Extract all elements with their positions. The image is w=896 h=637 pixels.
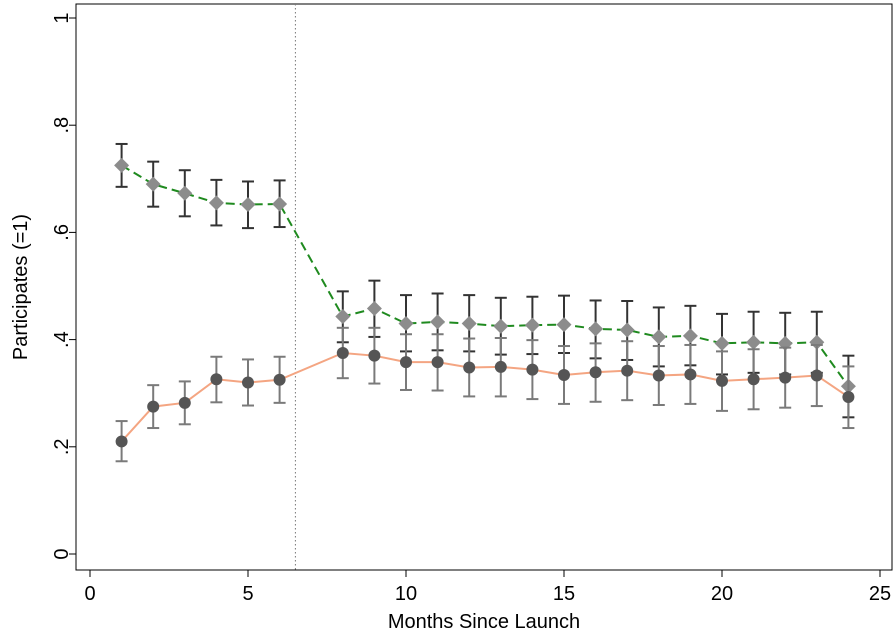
x-tick-label: 15 xyxy=(553,583,575,605)
plot-area-frame xyxy=(75,3,893,571)
series-1-point xyxy=(524,317,540,333)
y-tick-label: .6 xyxy=(51,224,73,241)
series-2-point xyxy=(242,376,254,389)
series-layer xyxy=(114,142,856,463)
series-2-point xyxy=(336,347,349,359)
series-1 xyxy=(114,142,856,419)
series-1-point xyxy=(809,334,825,350)
x-tick-label: 5 xyxy=(242,583,253,605)
y-axis-title: Participates (=1) xyxy=(10,214,32,360)
series-2 xyxy=(115,326,855,463)
series-1-point xyxy=(461,316,477,332)
series-1-point xyxy=(398,316,414,332)
series-2-point xyxy=(210,373,223,386)
series-1-point xyxy=(682,328,698,344)
series-1-point xyxy=(493,318,509,334)
series-2-point xyxy=(494,360,507,373)
series-2-point xyxy=(779,371,792,384)
series-2-point xyxy=(558,368,570,381)
series-1-point xyxy=(335,309,351,325)
series-2-point xyxy=(368,349,381,362)
series-1-point xyxy=(588,321,604,337)
axes-layer: 0 5 10 15 20 25 0 .2 .4 .6 .8 1 xyxy=(51,12,891,605)
series-1-point xyxy=(240,197,256,213)
series-1-point xyxy=(714,335,730,351)
series-2-point xyxy=(273,373,286,386)
y-tick-label: 0 xyxy=(51,548,73,559)
series-2-point xyxy=(115,435,128,448)
series-1-point xyxy=(556,317,572,333)
series-2-point xyxy=(684,368,697,381)
series-2-point xyxy=(621,364,634,377)
series-1-point xyxy=(114,157,130,173)
series-1-point xyxy=(619,322,635,338)
y-tick-label: .2 xyxy=(51,438,73,455)
y-tick-label: .8 xyxy=(51,117,73,134)
x-tick-label: 0 xyxy=(84,583,95,605)
series-2-point xyxy=(147,400,160,413)
series-2-point xyxy=(810,369,823,382)
series-1-point xyxy=(746,334,762,350)
series-1-point xyxy=(177,185,193,201)
x-tick-label: 10 xyxy=(395,583,417,605)
series-2-point xyxy=(747,373,760,386)
series-1-point xyxy=(208,195,224,211)
series-2-point xyxy=(526,363,539,376)
series-1-point xyxy=(366,301,382,317)
series-1-point xyxy=(651,329,667,345)
series-2-point xyxy=(652,369,665,382)
y-tick-label: 1 xyxy=(51,12,73,23)
series-2-line xyxy=(120,351,849,443)
y-tick-label: .4 xyxy=(51,331,73,348)
series-1-point xyxy=(430,314,446,330)
series-2-point xyxy=(463,361,476,374)
series-1-line xyxy=(121,164,850,387)
series-2-point xyxy=(842,390,855,403)
series-2-point xyxy=(178,396,191,409)
series-2-point xyxy=(400,356,412,369)
x-tick-label: 25 xyxy=(869,583,891,605)
series-2-point xyxy=(431,356,444,369)
series-1-point xyxy=(145,176,161,192)
x-axis-title: Months Since Launch xyxy=(388,611,580,633)
x-tick-label: 20 xyxy=(711,583,733,605)
series-1-point xyxy=(272,196,288,212)
series-2-point xyxy=(589,366,602,379)
series-2-point xyxy=(716,374,728,387)
